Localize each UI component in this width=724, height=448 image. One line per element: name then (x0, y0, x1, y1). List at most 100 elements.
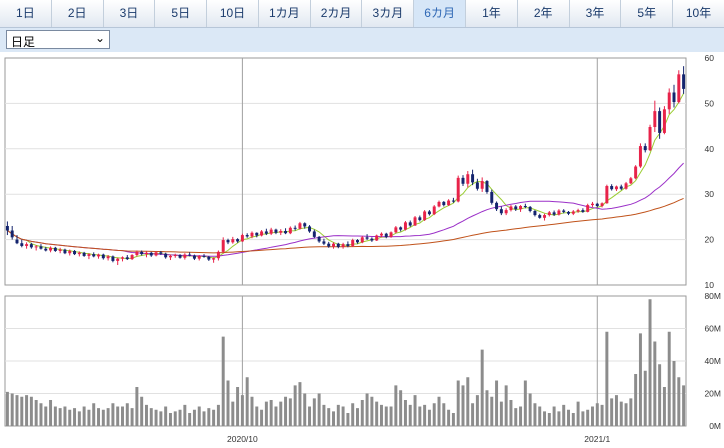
tab-5[interactable]: 10日 (207, 0, 259, 27)
price-tick-label: 10 (705, 280, 715, 290)
volume-bar (624, 403, 628, 426)
volume-bar (284, 396, 288, 426)
candle-body (121, 257, 124, 259)
tab-4[interactable]: 5日 (155, 0, 208, 27)
candle-body (471, 174, 475, 183)
candle-body (466, 174, 470, 184)
candle-body (245, 235, 249, 237)
candle-body (514, 206, 518, 210)
candle-body (562, 210, 566, 212)
candle-body (399, 227, 403, 230)
tab-12[interactable]: 3年 (569, 0, 622, 27)
volume-bar (168, 413, 172, 426)
volume-bar (437, 396, 441, 426)
candle-body (375, 235, 379, 241)
volume-bar (183, 404, 187, 426)
ma-short-line (7, 93, 685, 260)
candle-body (394, 227, 398, 233)
volume-bar (269, 400, 273, 426)
tab-3[interactable]: 3日 (103, 0, 156, 27)
candle-body (538, 215, 542, 218)
candle-body (34, 246, 38, 248)
candle-body (159, 252, 163, 254)
candle-body (509, 206, 513, 211)
candle-body (662, 109, 666, 133)
candle-body (125, 257, 129, 260)
volume-bar (29, 396, 33, 426)
volume-bar (111, 403, 115, 426)
volume-bar (370, 396, 374, 426)
volume-bar (667, 331, 671, 426)
volume-bar (322, 404, 326, 426)
tab-11[interactable]: 2年 (517, 0, 570, 27)
candle-body (288, 227, 292, 234)
price-tick-label: 40 (705, 144, 715, 154)
tab-8[interactable]: 3カ月 (362, 0, 415, 27)
volume-bar (543, 411, 547, 426)
candle-body (495, 202, 499, 210)
candle-body (39, 246, 43, 249)
candle-body (207, 256, 211, 260)
tab-2[interactable]: 2日 (51, 0, 104, 27)
candle-body (389, 232, 393, 237)
volume-bar (418, 406, 422, 426)
volume-bar (212, 409, 216, 426)
tab-7[interactable]: 2カ月 (310, 0, 363, 27)
volume-bar (240, 395, 244, 426)
candle-body (236, 239, 240, 242)
volume-bar (432, 403, 436, 426)
volume-bar (231, 401, 235, 426)
chart-toolbar: 日足 ⌄ (0, 28, 724, 52)
candle-body (638, 146, 642, 167)
volume-bar (638, 333, 642, 426)
candle-body (634, 166, 638, 179)
candle-body (600, 203, 604, 207)
candle-period-select[interactable]: 日足 ⌄ (6, 30, 110, 49)
candle-body (183, 254, 187, 258)
volume-bar (121, 406, 124, 426)
candle-body (82, 252, 86, 256)
candle-body (547, 212, 551, 216)
candle-body (356, 240, 359, 243)
volume-bar (10, 393, 14, 426)
volume-bar (58, 408, 62, 426)
tab-6[interactable]: 1カ月 (258, 0, 311, 27)
candle-body (552, 212, 556, 215)
tab-1[interactable]: 1日 (0, 0, 52, 27)
candle-body (226, 240, 230, 243)
volume-bar (82, 406, 86, 426)
volume-bar (658, 364, 662, 426)
tab-10[interactable]: 1年 (466, 0, 518, 27)
volume-bar (341, 406, 345, 426)
volume-bar (610, 398, 614, 426)
candle-body (10, 230, 14, 238)
volume-bar (586, 409, 590, 426)
volume-bar (216, 404, 220, 426)
volume-bar (643, 370, 647, 426)
volume-bar (274, 406, 278, 426)
chevron-down-icon: ⌄ (94, 31, 105, 45)
volume-bar (384, 406, 388, 426)
volume-bar (202, 411, 206, 426)
candle-body (63, 249, 67, 254)
candle-body (77, 252, 81, 255)
volume-bar (130, 408, 134, 426)
candle-body (221, 240, 225, 252)
volume-bar (149, 408, 153, 426)
tab-14[interactable]: 10年 (673, 0, 724, 27)
tab-13[interactable]: 5年 (621, 0, 674, 27)
candle-body (523, 206, 527, 208)
volume-bar (519, 406, 523, 426)
volume-bar (197, 406, 201, 426)
candle-body (106, 256, 110, 259)
candle-body (490, 191, 494, 203)
volume-bar (677, 377, 681, 426)
candle-body (101, 254, 105, 259)
candle-body (255, 232, 259, 236)
volume-bar (264, 401, 268, 426)
volume-bar (423, 404, 427, 426)
tab-9[interactable]: 6カ月 (414, 0, 467, 27)
volume-bar (456, 380, 460, 426)
candle-body (15, 239, 19, 244)
volume-bar (173, 411, 177, 426)
